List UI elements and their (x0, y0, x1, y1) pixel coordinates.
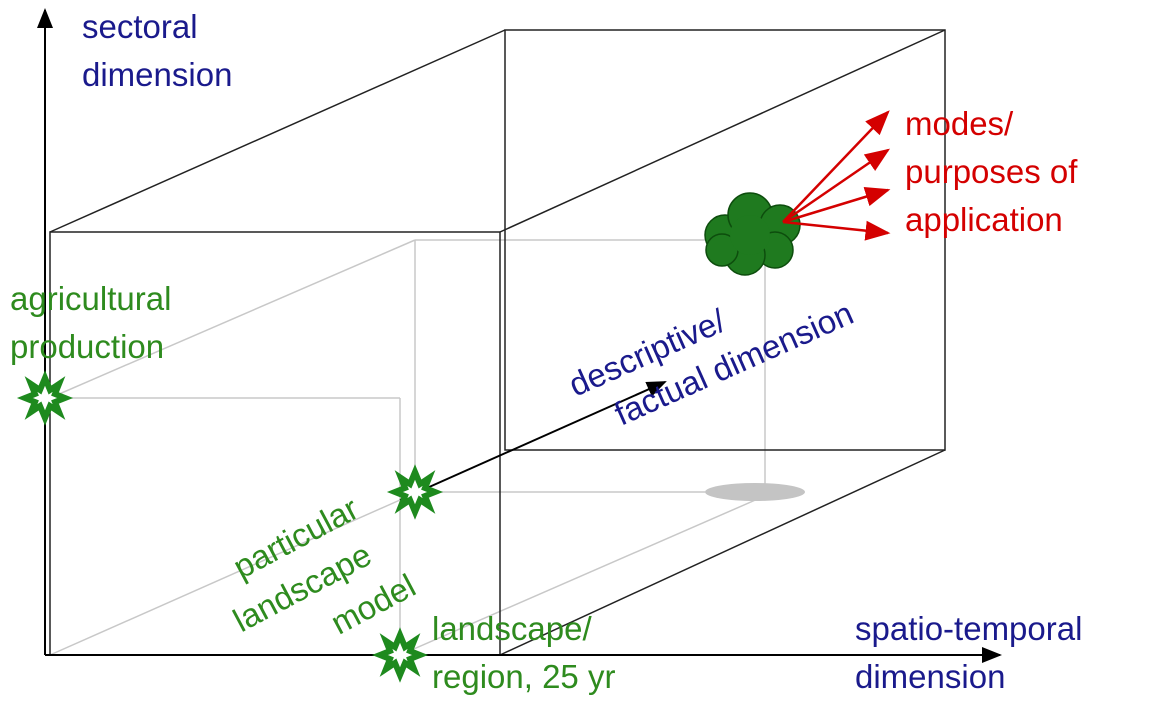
label: production (10, 328, 164, 365)
label: sectoral (82, 8, 198, 45)
label: spatio-temporal (855, 610, 1082, 647)
label: application (905, 201, 1063, 238)
label: dimension (855, 658, 1005, 695)
diagram: sectoral dimension modes/ purposes of ap… (0, 0, 1150, 696)
label: region, 25 yr (432, 658, 615, 695)
stars (25, 378, 435, 675)
label: landscape/ (432, 610, 592, 647)
label: dimension (82, 56, 232, 93)
label: agricultural (10, 280, 171, 317)
cloud (705, 193, 800, 275)
application-arrows (783, 112, 888, 233)
shadow (705, 483, 805, 501)
label: purposes of (905, 153, 1078, 190)
label: modes/ (905, 105, 1014, 142)
